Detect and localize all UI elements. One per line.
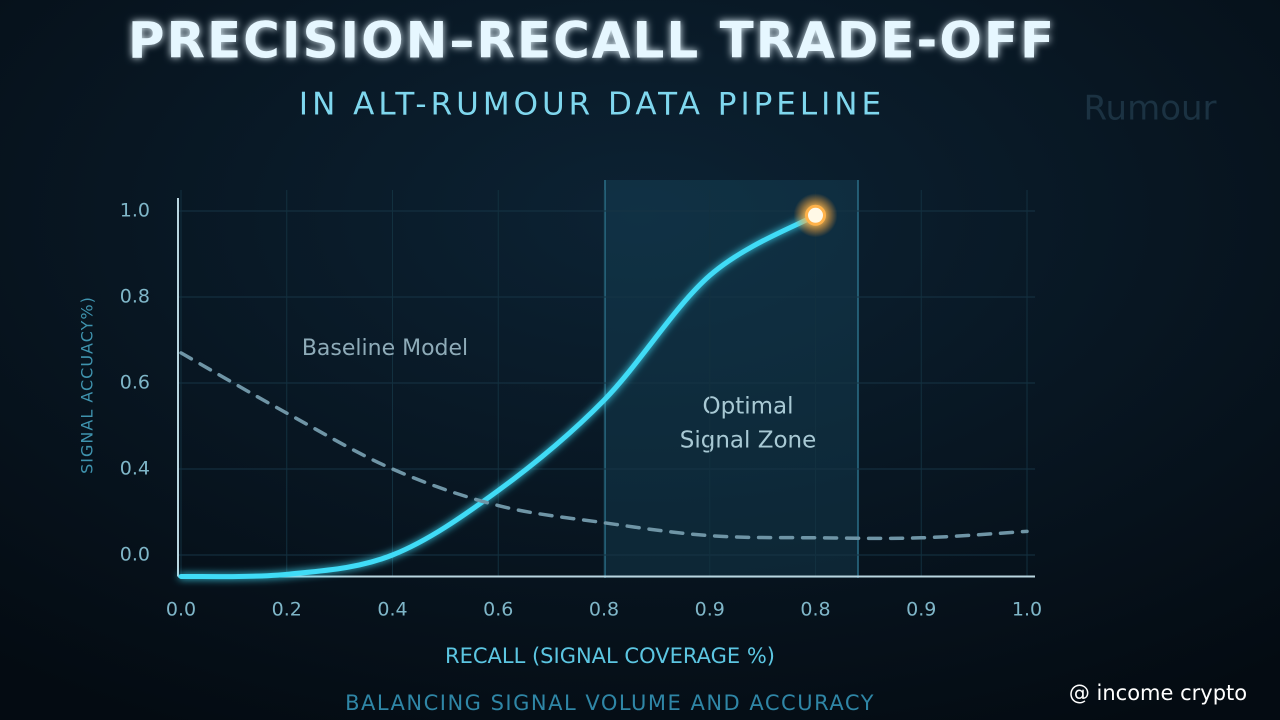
- chart-title: PRECISION–RECALL TRADE-OFF: [128, 12, 1056, 70]
- x-tick-label: 0.9: [695, 599, 725, 621]
- y-tick-label: 0.8: [120, 286, 150, 308]
- y-tick-label: 0.0: [120, 544, 150, 566]
- y-axis-label: SIGNAL ACCUACY%): [78, 296, 97, 474]
- zone-label: Optimal: [702, 394, 793, 420]
- x-tick-label: 0.4: [377, 599, 407, 621]
- x-tick-label: 0.9: [906, 599, 936, 621]
- endpoint: [805, 204, 826, 226]
- x-tick-label: 0.8: [589, 599, 619, 621]
- y-tick-label: 0.4: [120, 458, 150, 480]
- series-line: [178, 212, 818, 580]
- x-tick-label: 0.2: [272, 599, 302, 621]
- x-tick-label: 0.8: [800, 599, 830, 621]
- chart-subtitle: IN ALT-RUMOUR DATA PIPELINE: [299, 87, 885, 123]
- series-line: [179, 351, 1029, 541]
- x-axis-label: RECALL (SIGNAL COVERAGE %): [445, 644, 775, 668]
- background-text: Rumour: [1083, 89, 1216, 129]
- watermark: @ income crypto: [1069, 681, 1247, 705]
- y-tick-label: 1.0: [120, 200, 150, 222]
- series-label: Baseline Model: [302, 336, 468, 361]
- zone-label: Signal Zone: [680, 428, 817, 454]
- optimal-zone: [605, 180, 858, 578]
- x-tick-label: 0.0: [166, 599, 196, 621]
- x-tick-label: 0.6: [483, 599, 513, 621]
- footer: BALANCING SIGNAL VOLUME AND ACCURACY: [345, 691, 875, 715]
- x-tick-label: 1.0: [1012, 599, 1042, 621]
- y-tick-label: 0.6: [120, 372, 150, 394]
